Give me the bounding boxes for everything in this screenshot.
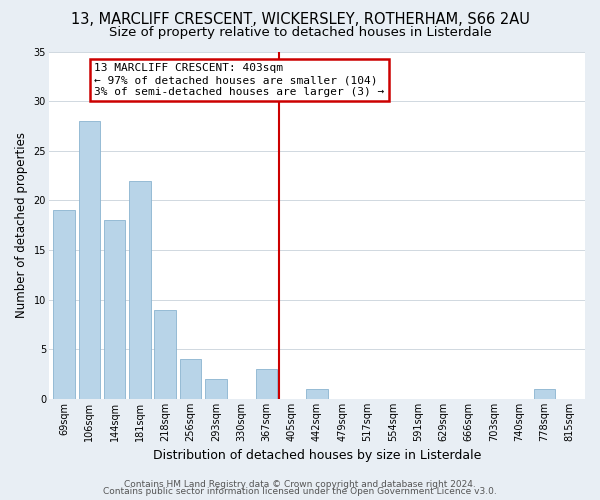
Bar: [306, 389, 328, 399]
Bar: [129, 180, 151, 399]
X-axis label: Distribution of detached houses by size in Listerdale: Distribution of detached houses by size …: [153, 450, 481, 462]
Bar: [104, 220, 125, 399]
Text: 13 MARCLIFF CRESCENT: 403sqm
← 97% of detached houses are smaller (104)
3% of se: 13 MARCLIFF CRESCENT: 403sqm ← 97% of de…: [94, 64, 385, 96]
Bar: [205, 379, 227, 399]
Bar: [180, 360, 201, 399]
Text: Contains HM Land Registry data © Crown copyright and database right 2024.: Contains HM Land Registry data © Crown c…: [124, 480, 476, 489]
Bar: [79, 121, 100, 399]
Bar: [256, 369, 277, 399]
Text: Size of property relative to detached houses in Listerdale: Size of property relative to detached ho…: [109, 26, 491, 39]
Text: Contains public sector information licensed under the Open Government Licence v3: Contains public sector information licen…: [103, 487, 497, 496]
Bar: [53, 210, 75, 399]
Y-axis label: Number of detached properties: Number of detached properties: [15, 132, 28, 318]
Bar: [154, 310, 176, 399]
Text: 13, MARCLIFF CRESCENT, WICKERSLEY, ROTHERHAM, S66 2AU: 13, MARCLIFF CRESCENT, WICKERSLEY, ROTHE…: [71, 12, 529, 28]
Bar: [534, 389, 555, 399]
